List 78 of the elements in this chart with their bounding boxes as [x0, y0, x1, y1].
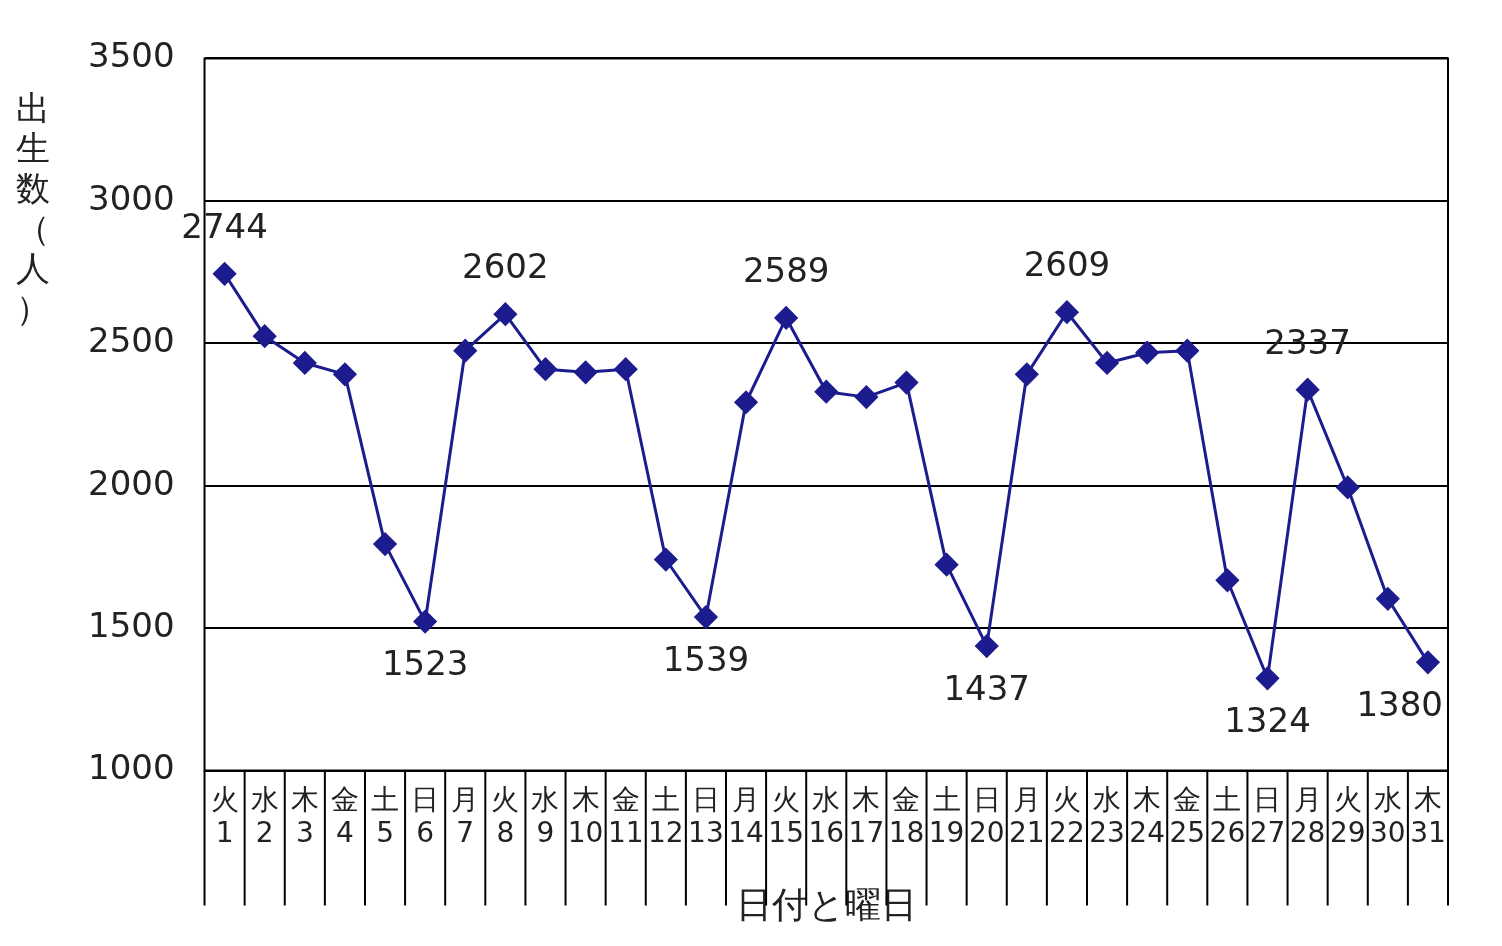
- x-tick-label: 木 10: [567, 782, 604, 850]
- x-tick-label: 日 13: [688, 782, 724, 850]
- point: [293, 351, 317, 375]
- y-axis-title: 出生数（人）: [16, 88, 50, 328]
- y-tick-label: 3500: [88, 35, 175, 76]
- x-tick-label: 金 25: [1169, 782, 1206, 850]
- point: [213, 262, 237, 286]
- point: [654, 548, 678, 571]
- x-tick-label: 日 6: [411, 782, 440, 850]
- data-label: 2609: [1023, 244, 1111, 285]
- point: [1175, 339, 1199, 363]
- x-axis-title: 日付と曜日: [735, 883, 917, 925]
- x-tick-label: 火 22: [1049, 782, 1085, 850]
- point: [253, 324, 277, 348]
- data-label: 1539: [662, 638, 750, 679]
- x-tick-label: 木 31: [1410, 782, 1446, 850]
- x-tick-label: 土 26: [1209, 782, 1246, 850]
- y-tick-label: 1000: [88, 747, 175, 788]
- x-tick-label: 土 19: [928, 782, 965, 850]
- x-tick-label: 木 17: [848, 782, 885, 850]
- x-tick-label: 水 2: [250, 782, 279, 850]
- x-tick-label: 土 12: [648, 782, 684, 850]
- x-tick-label: 木 3: [290, 782, 319, 850]
- x-tick-label: 水 9: [531, 782, 560, 850]
- point: [935, 553, 959, 577]
- point: [854, 385, 878, 409]
- x-tick-label: 火 29: [1329, 782, 1366, 850]
- point: [493, 302, 517, 326]
- x-tick-label: 土 5: [371, 782, 400, 850]
- point: [574, 360, 598, 384]
- point: [1416, 650, 1440, 674]
- y-tick-label: 1500: [88, 604, 175, 645]
- point: [614, 357, 638, 381]
- point: [894, 371, 918, 395]
- point: [1296, 378, 1320, 402]
- point: [734, 390, 758, 414]
- point: [694, 605, 718, 629]
- point: [1376, 587, 1400, 611]
- point: [975, 634, 999, 658]
- x-tick-label: 火 1: [210, 782, 239, 850]
- y-tick-label: 3000: [88, 177, 175, 218]
- data-label: 2602: [462, 246, 549, 287]
- point: [453, 339, 477, 363]
- x-tick-label: 月 21: [1009, 782, 1045, 850]
- point: [1215, 568, 1239, 592]
- x-tick-label: 木 24: [1129, 782, 1165, 850]
- x-tick-label: 水 23: [1089, 782, 1125, 850]
- point: [1256, 666, 1279, 690]
- x-tick-label: 水 30: [1370, 782, 1406, 850]
- point: [1135, 341, 1159, 365]
- data-label: 1437: [943, 667, 1030, 708]
- point: [1015, 362, 1039, 386]
- x-tick-label: 金 11: [607, 782, 644, 850]
- point: [413, 610, 437, 634]
- x-tick-label: 月 28: [1289, 782, 1326, 850]
- point: [533, 357, 557, 381]
- x-tick-label: 金 4: [330, 782, 359, 850]
- point: [1336, 475, 1360, 499]
- data-label: 2589: [742, 249, 830, 290]
- point: [814, 380, 838, 404]
- data-label: 1324: [1224, 700, 1311, 741]
- x-tick-label: 月 14: [728, 782, 764, 850]
- point: [333, 362, 357, 386]
- x-tick-label: 火 15: [768, 782, 804, 850]
- point: [1095, 351, 1119, 375]
- x-tick-label: 金 18: [888, 782, 925, 850]
- y-tick-label: 2000: [88, 462, 175, 503]
- x-tick-label: 火 8: [491, 782, 520, 850]
- x-tick-label: 月 7: [451, 782, 480, 850]
- y-tick-label: 2500: [88, 320, 175, 361]
- point: [373, 532, 397, 556]
- point: [1055, 300, 1079, 324]
- x-tick-label: 日 20: [968, 782, 1005, 850]
- x-tick-label: 日 27: [1249, 782, 1286, 850]
- data-label: 1523: [381, 643, 469, 684]
- point: [774, 306, 798, 330]
- x-tick-label: 水 16: [808, 782, 845, 850]
- data-label: 1380: [1356, 684, 1443, 725]
